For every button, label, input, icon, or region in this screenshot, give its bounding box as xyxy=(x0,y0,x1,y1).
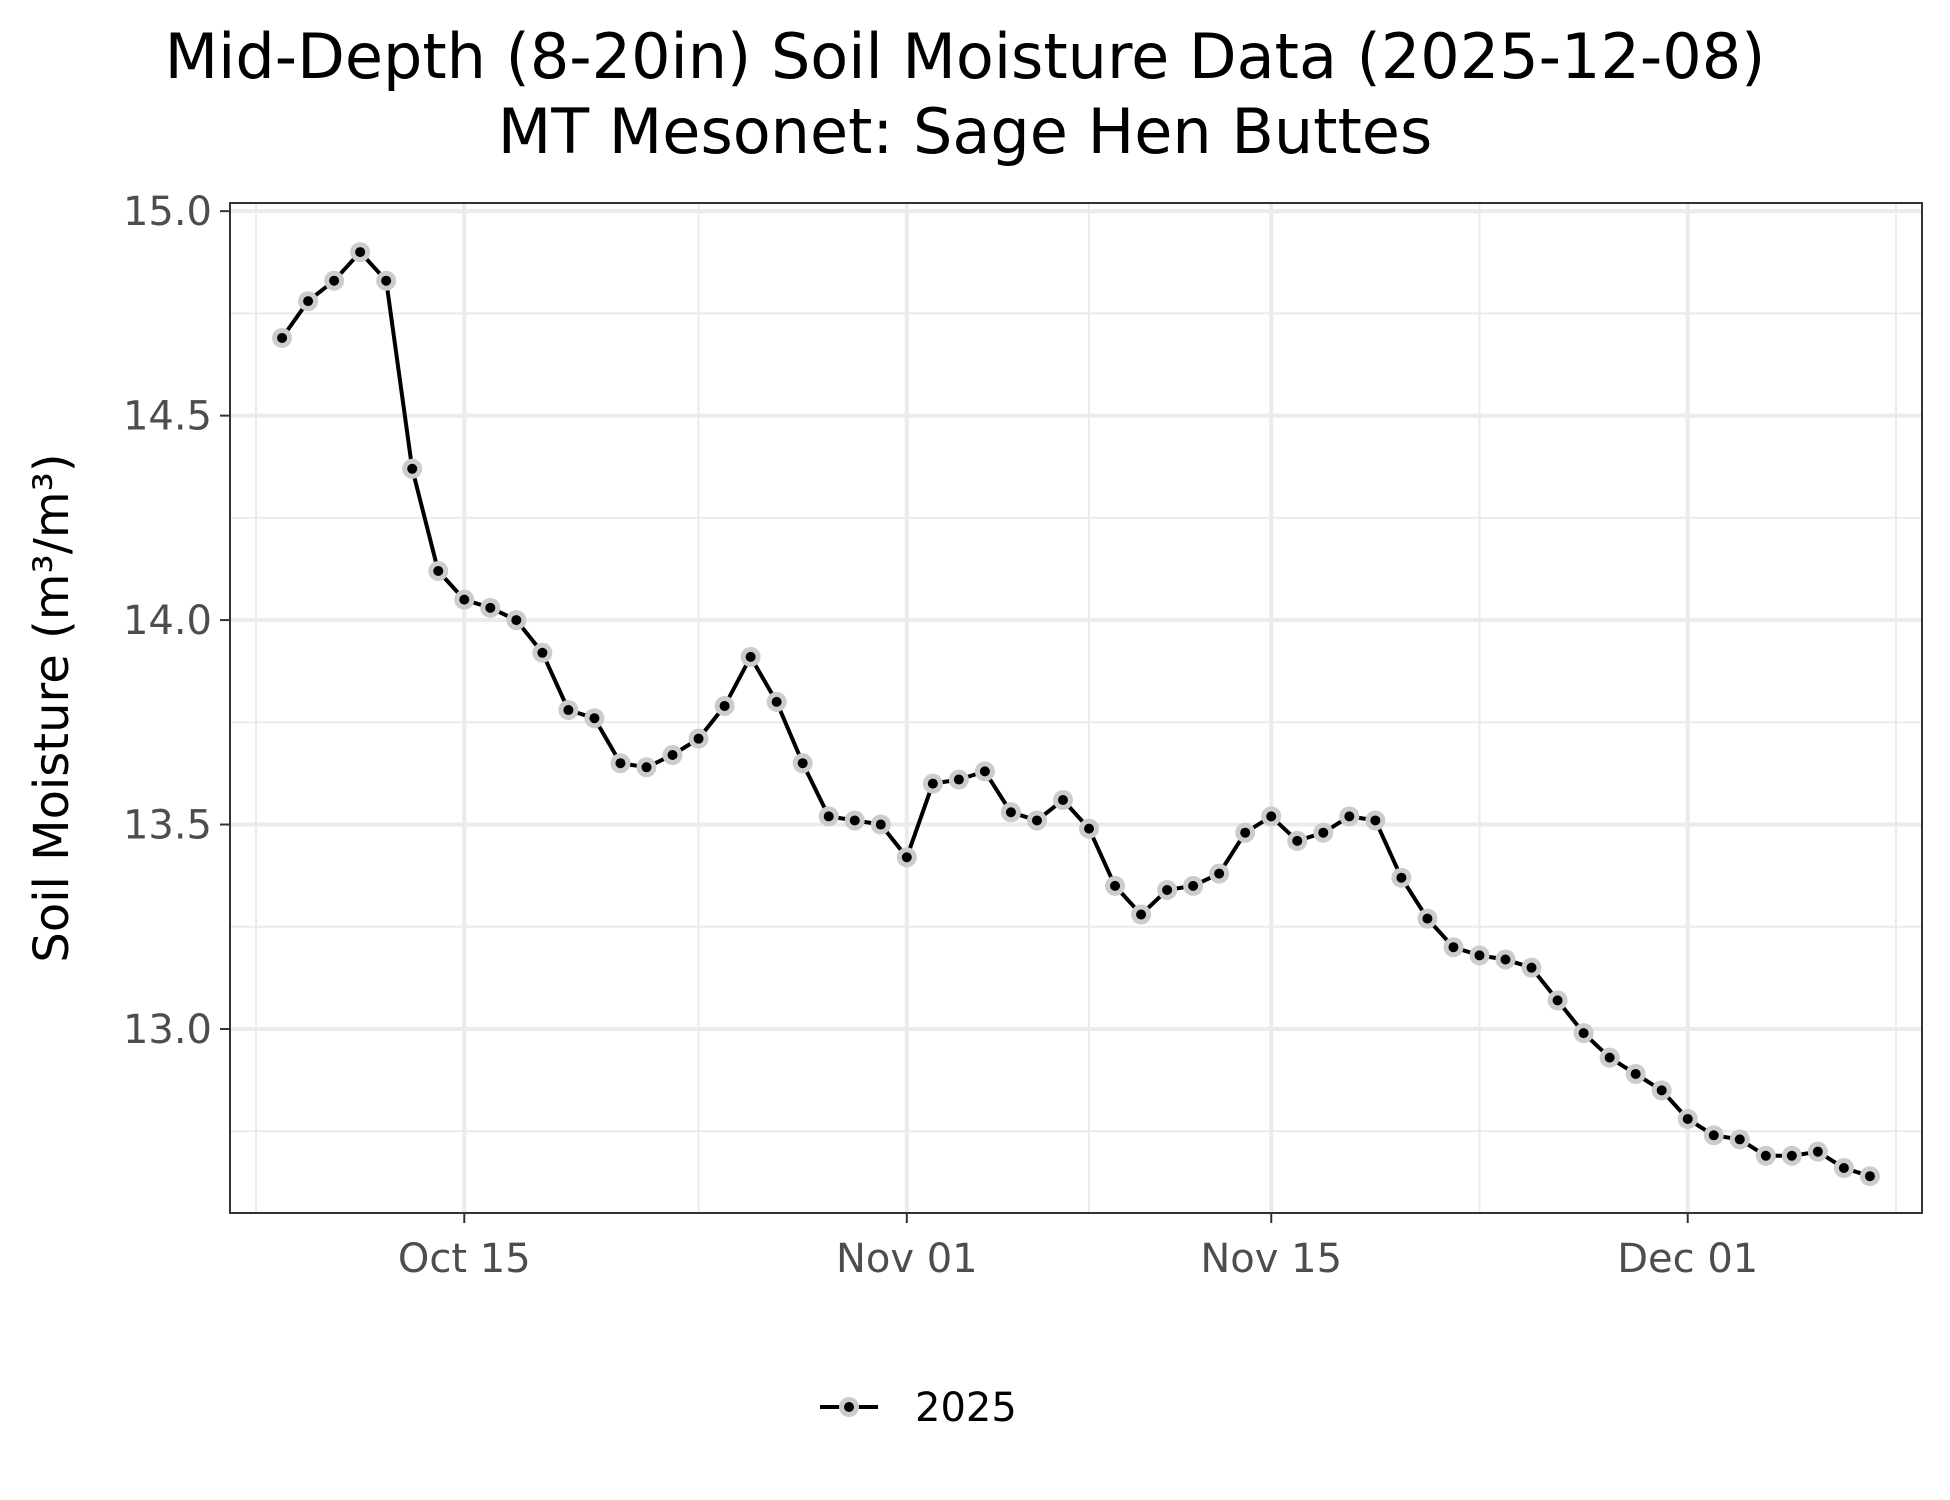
data-point xyxy=(875,819,886,830)
data-point xyxy=(1370,815,1381,826)
data-point xyxy=(1136,909,1147,920)
data-point xyxy=(1864,1171,1875,1182)
data-point xyxy=(1162,884,1173,895)
data-point xyxy=(433,566,444,577)
data-point xyxy=(1344,811,1355,822)
data-series-layer xyxy=(272,242,1880,1187)
data-point xyxy=(1031,815,1042,826)
data-point xyxy=(381,275,392,286)
x-tick-label: Nov 01 xyxy=(836,1236,978,1282)
data-point xyxy=(1630,1068,1641,1079)
data-point xyxy=(1188,880,1199,891)
plot-panel-border xyxy=(229,202,1923,1214)
chart-title: Mid-Depth (8-20in) Soil Moisture Data (2… xyxy=(165,20,1766,93)
legend-entry-2025: 2025 xyxy=(915,1385,1017,1431)
data-point xyxy=(1708,1130,1719,1141)
y-axis-label: Soil Moisture (m³/m³) xyxy=(24,453,80,962)
y-tick-label: 14.5 xyxy=(123,394,212,440)
x-axis: Oct 15 Nov 01 Nov 15 Dec 01 xyxy=(398,1213,1758,1282)
x-tick-label: Nov 15 xyxy=(1200,1236,1342,1282)
data-point xyxy=(927,778,938,789)
data-point xyxy=(1292,835,1303,846)
chart-subtitle: MT Mesonet: Sage Hen Buttes xyxy=(498,95,1433,168)
data-point xyxy=(1838,1163,1849,1174)
data-point xyxy=(511,615,522,626)
data-point xyxy=(563,705,574,716)
data-point xyxy=(1318,827,1329,838)
data-point xyxy=(277,332,288,343)
y-tick-label: 14.0 xyxy=(123,598,212,644)
major-gridlines xyxy=(230,203,1922,1213)
data-point xyxy=(849,815,860,826)
y-axis: 13.0 13.5 14.0 14.5 15.0 xyxy=(123,189,230,1053)
data-point xyxy=(1526,962,1537,973)
data-point xyxy=(589,713,600,724)
plot-panel-background xyxy=(230,203,1922,1213)
data-point xyxy=(1760,1150,1771,1161)
data-point xyxy=(1500,954,1511,965)
data-point xyxy=(1448,942,1459,953)
data-point xyxy=(1682,1113,1693,1124)
data-point xyxy=(1578,1028,1589,1039)
data-point xyxy=(355,247,366,258)
data-point xyxy=(1110,880,1121,891)
data-point xyxy=(1734,1134,1745,1145)
data-point xyxy=(1786,1150,1797,1161)
data-point xyxy=(953,774,964,785)
data-point xyxy=(1240,827,1251,838)
data-point xyxy=(1396,872,1407,883)
data-point xyxy=(771,696,782,707)
data-point xyxy=(1422,913,1433,924)
minor-gridlines xyxy=(230,203,1922,1213)
data-point xyxy=(979,766,990,777)
data-point xyxy=(823,811,834,822)
y-tick-label: 15.0 xyxy=(123,189,212,235)
data-point xyxy=(615,758,626,769)
legend: 2025 xyxy=(820,1385,1017,1431)
data-point xyxy=(407,463,418,474)
data-point xyxy=(1474,950,1485,961)
data-point xyxy=(693,733,704,744)
data-point xyxy=(797,758,808,769)
x-tick-label: Dec 01 xyxy=(1617,1236,1758,1282)
data-point xyxy=(537,647,548,658)
data-point xyxy=(745,651,756,662)
data-point xyxy=(459,594,470,605)
data-point xyxy=(1214,868,1225,879)
data-point xyxy=(667,750,678,761)
y-tick-label: 13.5 xyxy=(123,803,212,849)
data-point xyxy=(901,852,912,863)
data-point xyxy=(329,275,340,286)
data-point xyxy=(719,700,730,711)
legend-key-marker xyxy=(844,1402,854,1412)
x-tick-label: Oct 15 xyxy=(398,1236,531,1282)
data-point xyxy=(1604,1052,1615,1063)
data-point xyxy=(303,296,314,307)
data-point xyxy=(1266,811,1277,822)
data-point xyxy=(1552,995,1563,1006)
data-point xyxy=(641,762,652,773)
data-point xyxy=(1005,807,1016,818)
data-point xyxy=(1656,1085,1667,1096)
data-point xyxy=(1812,1146,1823,1157)
data-point xyxy=(1084,823,1095,834)
data-point xyxy=(485,602,496,613)
data-point xyxy=(1057,795,1068,806)
y-tick-label: 13.0 xyxy=(123,1007,212,1053)
